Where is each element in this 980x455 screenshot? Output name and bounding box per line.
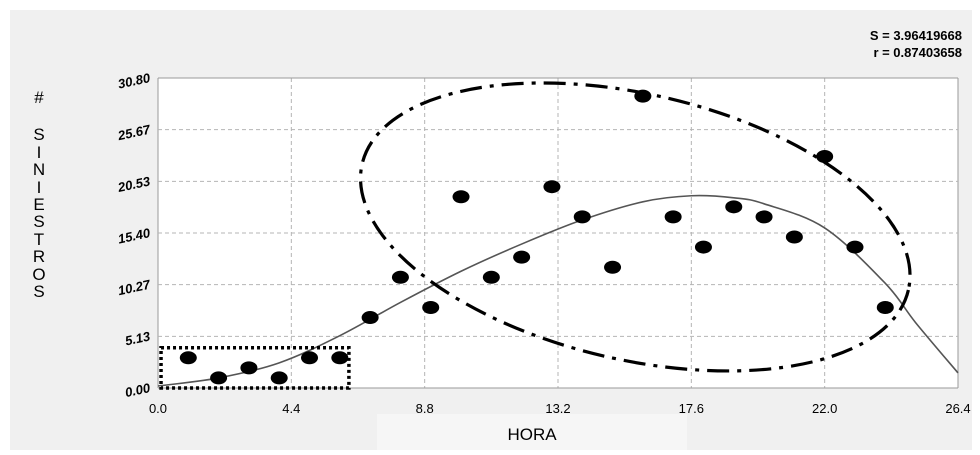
grid-lines — [157, 77, 959, 389]
chart-figure: 0.0 4.4 8.8 13.2 17.6 22.0 26.4 0.00 5.13 10.27 1… — [10, 10, 972, 450]
x-tick-label: 17.6 — [679, 401, 704, 416]
data-point — [694, 240, 712, 254]
y-axis-label: # S I N I E S T R O S — [24, 88, 54, 302]
data-point — [876, 300, 894, 314]
dash-dot-ellipse — [358, 81, 912, 373]
data-point — [361, 311, 379, 325]
annotation-layer — [159, 81, 912, 390]
x-tick-label: 26.4 — [945, 401, 970, 416]
y-axis-label-char: E — [33, 195, 45, 215]
y-axis-label-char: N — [32, 160, 46, 180]
data-point — [452, 190, 470, 204]
data-point — [513, 250, 531, 264]
data-point — [816, 150, 834, 164]
data-point — [331, 351, 349, 365]
fit-curve-layer — [157, 194, 959, 387]
data-point — [634, 89, 652, 103]
data-point — [755, 210, 773, 224]
y-axis-label-char: I — [36, 142, 42, 162]
stat-r-value: r = 0.87403658 — [873, 45, 962, 60]
y-tick-label: 25.67 — [116, 122, 153, 144]
y-axis-label-char: S — [33, 212, 45, 232]
fit-curve — [157, 194, 959, 387]
x-tick-labels: 0.0 4.4 8.8 13.2 17.6 22.0 26.4 — [149, 401, 971, 416]
data-point — [785, 230, 803, 244]
x-axis-label-box — [377, 414, 687, 450]
y-axis-label-char: # — [34, 88, 44, 107]
y-tick-labels: 0.00 5.13 10.27 15.40 20.53 25.67 30.80 — [116, 70, 153, 400]
data-point — [391, 270, 409, 284]
y-axis-label-char: S — [33, 125, 45, 145]
data-points — [179, 89, 894, 385]
y-tick-label: 10.27 — [117, 277, 153, 299]
y-tick-label: 0.00 — [124, 380, 153, 400]
y-axis-label-char: R — [32, 247, 46, 267]
data-point — [573, 210, 591, 224]
x-tick-label: 4.4 — [282, 401, 300, 416]
data-point — [422, 300, 440, 314]
y-tick-label: 5.13 — [124, 328, 153, 348]
y-axis-label-char: I — [36, 177, 42, 197]
x-tick-label: 13.2 — [545, 401, 570, 416]
data-point — [301, 351, 319, 365]
data-point — [664, 210, 682, 224]
x-tick-label: 0.0 — [149, 401, 167, 416]
data-point — [846, 240, 864, 254]
data-point — [543, 180, 561, 194]
stat-s-value: S = 3.96419668 — [869, 28, 962, 43]
y-axis-label-char: S — [33, 282, 45, 302]
data-point — [270, 371, 288, 385]
y-tick-label: 20.53 — [116, 173, 153, 195]
data-point — [482, 270, 500, 284]
y-axis-label-char: T — [33, 229, 45, 249]
data-point — [604, 260, 622, 274]
y-tick-label: 15.40 — [117, 225, 153, 247]
x-tick-label: 8.8 — [416, 401, 434, 416]
chart-plot: 0.0 4.4 8.8 13.2 17.6 22.0 26.4 0.00 5.13 10.27 1… — [116, 70, 971, 416]
y-tick-label: 30.80 — [117, 70, 153, 92]
x-axis-label: HORA — [507, 425, 557, 444]
y-axis-label-char: O — [32, 264, 46, 284]
data-point — [725, 200, 743, 214]
x-tick-label: 22.0 — [812, 401, 837, 416]
data-point — [179, 351, 197, 365]
data-point — [210, 371, 228, 385]
data-point — [240, 361, 258, 375]
